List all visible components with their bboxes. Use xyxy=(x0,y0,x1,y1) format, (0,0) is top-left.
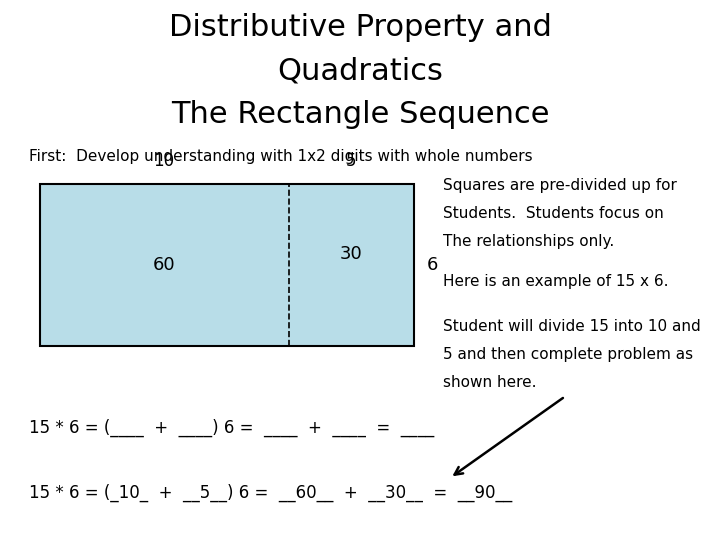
Text: 5 and then complete problem as: 5 and then complete problem as xyxy=(443,347,693,362)
Text: Students.  Students focus on: Students. Students focus on xyxy=(443,206,664,221)
Text: 15 * 6 = (____  +  ____) 6 =  ____  +  ____  =  ____: 15 * 6 = (____ + ____) 6 = ____ + ____ =… xyxy=(29,418,434,437)
Text: The Rectangle Sequence: The Rectangle Sequence xyxy=(171,100,549,129)
Text: Here is an example of 15 x 6.: Here is an example of 15 x 6. xyxy=(443,274,668,289)
Text: 30: 30 xyxy=(340,245,363,263)
Text: 10: 10 xyxy=(153,152,175,170)
Text: 5: 5 xyxy=(346,152,356,170)
Text: Student will divide 15 into 10 and: Student will divide 15 into 10 and xyxy=(443,319,701,334)
Text: Squares are pre-divided up for: Squares are pre-divided up for xyxy=(443,178,677,193)
Text: First:  Develop understanding with 1x2 digits with whole numbers: First: Develop understanding with 1x2 di… xyxy=(29,148,532,164)
Bar xyxy=(40,184,414,346)
Text: Distributive Property and: Distributive Property and xyxy=(168,14,552,43)
Text: shown here.: shown here. xyxy=(443,375,536,390)
Text: 15 * 6 = (_10_  +  __5__) 6 =  __60__  +  __30__  =  __90__: 15 * 6 = (_10_ + __5__) 6 = __60__ + __3… xyxy=(29,483,512,502)
Text: 6: 6 xyxy=(427,255,438,274)
Text: 60: 60 xyxy=(153,255,176,274)
Text: The relationships only.: The relationships only. xyxy=(443,234,614,249)
Text: Quadratics: Quadratics xyxy=(277,57,443,86)
